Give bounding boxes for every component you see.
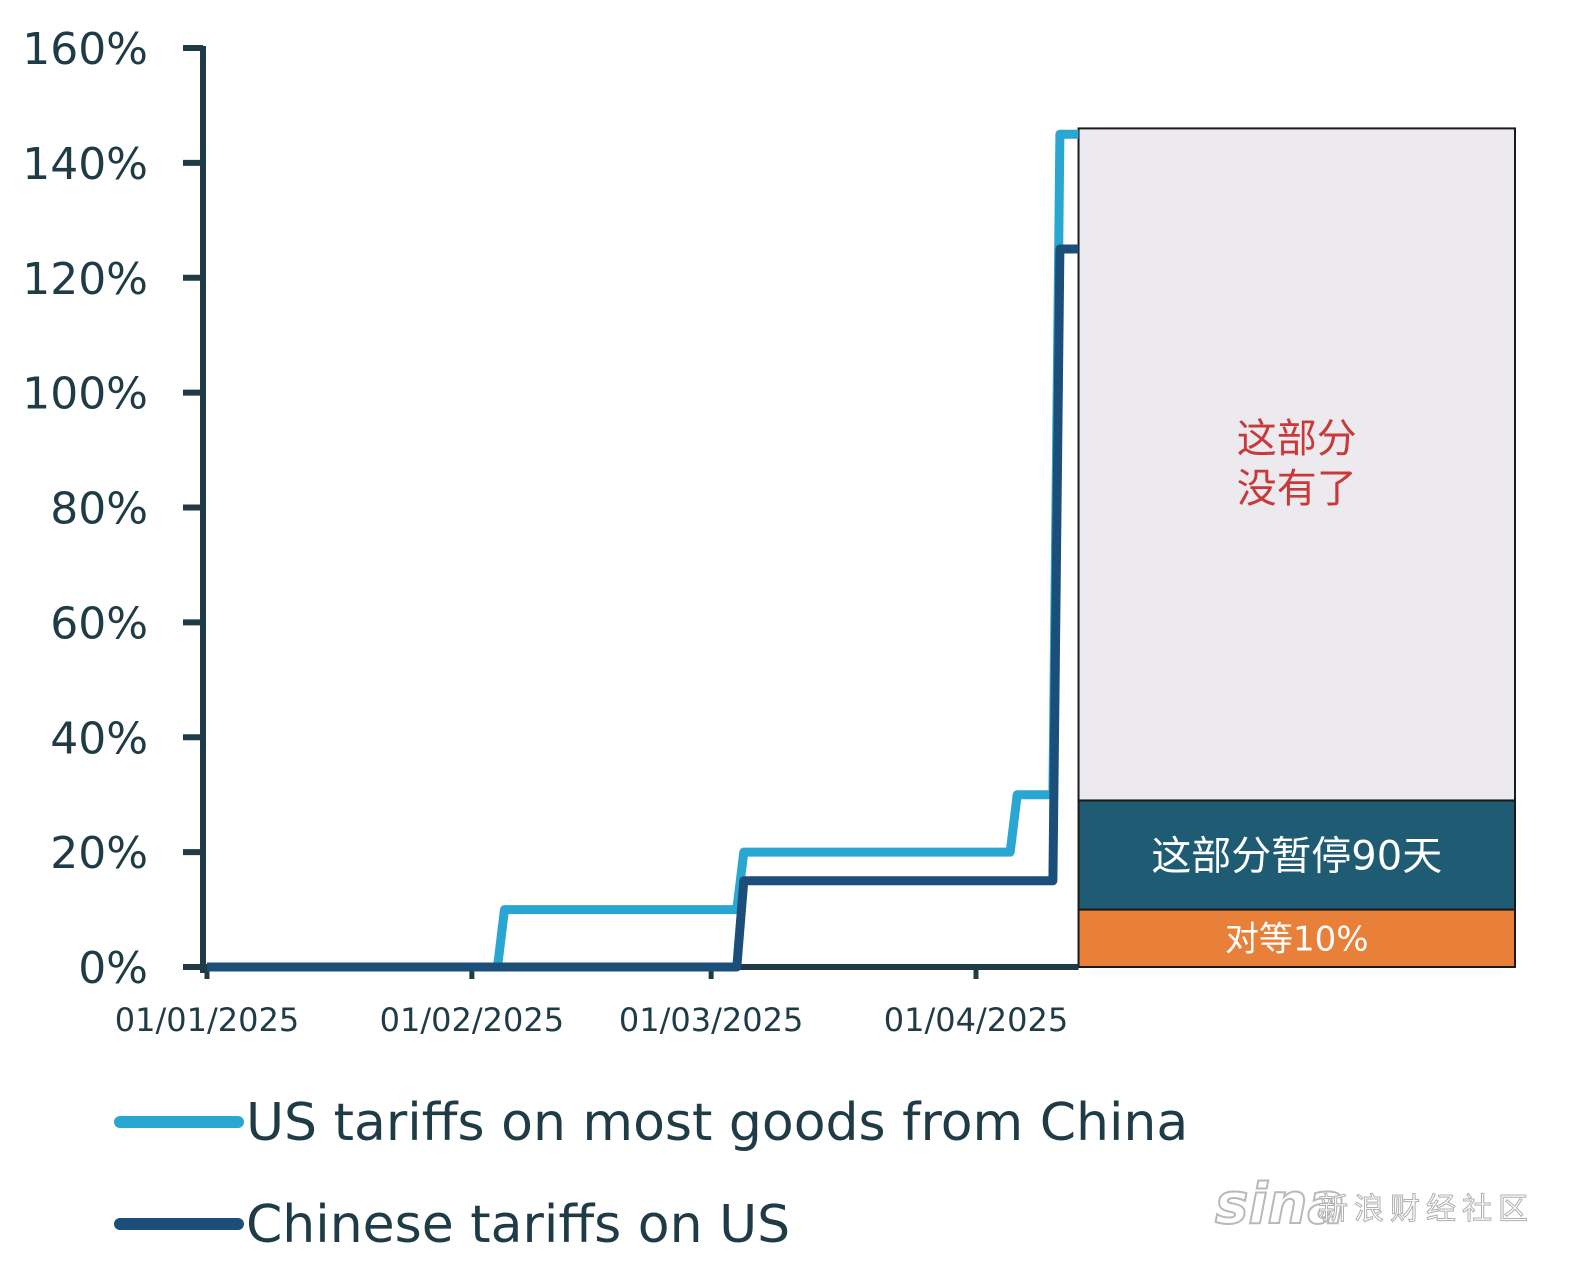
annotation-label-2: 这部分暂停90天 (1151, 833, 1442, 879)
x-tick-label: 01/04/2025 (884, 1001, 1068, 1039)
annotation-box-3 (1077, 127, 1516, 802)
annotation-label-3-line-1: 这部分 (1237, 416, 1357, 462)
annotation-box-1 (1077, 908, 1516, 968)
x-tick-label: 01/02/2025 (380, 1001, 564, 1039)
annotation-label-1: 对等10% (1225, 920, 1369, 960)
annotation-box-2 (1077, 799, 1516, 911)
y-tick-label: 140% (22, 139, 148, 190)
y-tick-label: 80% (50, 484, 148, 535)
axes: 160% 140% 120% 100% 80% 60% 40% 20% 0% 01/01/2025… (22, 24, 1079, 1039)
series-line-2 (207, 244, 1079, 972)
y-tick-label: 120% (22, 254, 148, 305)
series-lines (207, 129, 1079, 972)
watermark-text: 新浪财经社区 (1318, 1192, 1534, 1227)
legend-label-2: Chinese tariffs on US (246, 1195, 790, 1255)
y-tick-label: 160% (22, 24, 148, 75)
y-tick-label: 100% (22, 369, 148, 420)
x-tick-label: 01/01/2025 (115, 1001, 299, 1039)
y-tick-label: 20% (50, 828, 148, 879)
legend-label-1: US tariffs on most goods from China (246, 1093, 1188, 1153)
watermark: sina 新浪财经社区 (1214, 1171, 1534, 1238)
annotation-label-3-line-2: 没有了 (1237, 466, 1357, 512)
series-line-1 (207, 129, 1079, 972)
x-tick-label: 01/03/2025 (619, 1001, 803, 1039)
y-tick-label: 0% (78, 943, 148, 994)
y-tick-label: 40% (50, 713, 148, 764)
sina-logo: sina (1215, 1172, 1345, 1237)
legend: US tariffs on most goods from China Chine… (114, 1093, 1188, 1255)
y-tick-label: 60% (50, 598, 148, 649)
